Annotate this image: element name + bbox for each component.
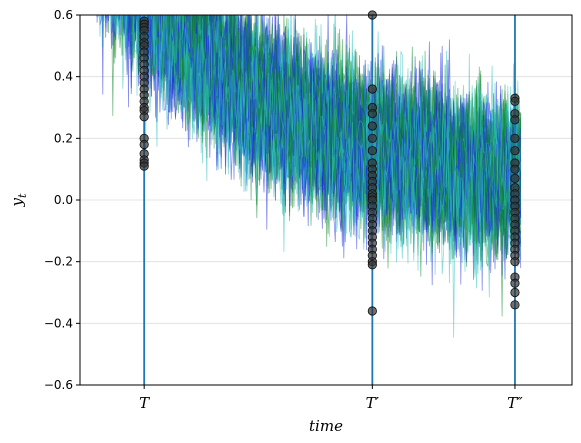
x-axis-label: time	[309, 417, 343, 435]
marker-point	[510, 133, 520, 143]
x-axis: T T′ T″	[139, 385, 523, 412]
marker-point	[510, 96, 520, 106]
x-tick-label: T′	[366, 394, 380, 412]
marker-point	[367, 121, 377, 131]
plot-area	[96, 15, 522, 338]
marker-point	[139, 161, 149, 171]
marker-points	[139, 10, 520, 316]
y-tick-label: 0.4	[54, 70, 73, 84]
x-tick-label: T″	[507, 394, 523, 412]
y-tick-label: 0.2	[54, 131, 73, 145]
marker-point	[510, 164, 520, 174]
series-line	[124, 15, 522, 284]
y-tick-label: −0.2	[44, 255, 73, 269]
marker-point	[139, 139, 149, 150]
marker-point	[510, 115, 520, 125]
y-tick-label: −0.6	[44, 378, 73, 392]
marker-point	[510, 300, 520, 310]
y-axis: −0.6 −0.4 −0.2 0.0 0.2 0.4 0.6	[44, 8, 80, 392]
marker-point	[510, 287, 520, 298]
marker-point	[139, 112, 149, 122]
marker-point	[367, 84, 377, 94]
marker-point	[367, 146, 377, 156]
y-axis-label: yt	[8, 193, 29, 207]
y-tick-label: −0.4	[44, 316, 73, 330]
marker-point	[367, 109, 377, 119]
marker-point	[367, 306, 377, 316]
marker-point	[510, 278, 520, 288]
marker-point	[510, 257, 520, 267]
y-tick-label: 0.0	[54, 193, 73, 207]
y-tick-label: 0.6	[54, 8, 73, 22]
marker-point	[367, 260, 377, 270]
marker-point	[367, 133, 377, 143]
marker-point	[510, 146, 520, 156]
marker-point	[510, 173, 520, 184]
x-tick-label: T	[139, 394, 150, 412]
